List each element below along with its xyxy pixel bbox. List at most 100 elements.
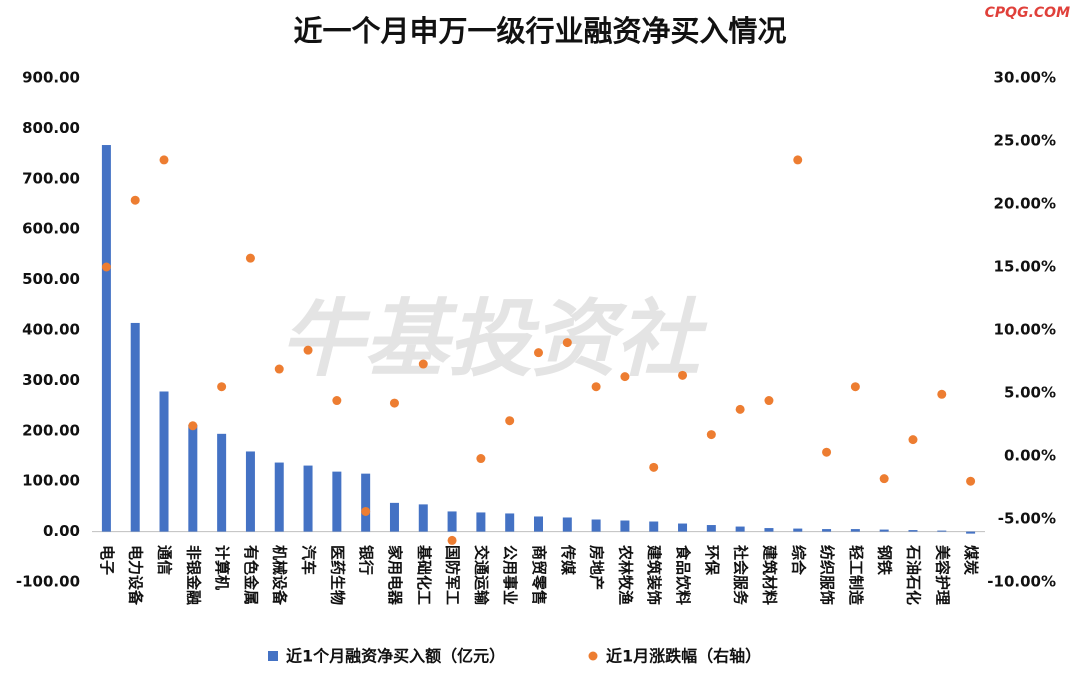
bar [505,513,515,532]
x-tick-label: 有色金属 [242,545,260,605]
bar [678,523,688,532]
bar [303,465,313,532]
y2-tick-label: 5.00% [1004,384,1056,402]
chart-title: 近一个月申万一级行业融资净买入情况 [293,14,786,48]
legend-label: 近1月涨跌幅（右轴） [606,647,761,666]
dot [534,348,543,358]
dot [188,421,198,431]
y-tick-label: -100.00 [16,573,80,591]
x-tick-label: 美容护理 [933,545,951,605]
x-tick-label: 交通运输 [472,545,490,606]
y-tick-label: 300.00 [22,371,80,389]
x-tick-label: 通信 [156,545,174,575]
bar [447,511,457,532]
dot [678,370,688,380]
dot [879,474,889,484]
bar [562,517,572,532]
legend-swatch [268,651,278,661]
bar [937,530,947,532]
y2-tick-label: 30.00% [994,69,1056,87]
bar [735,526,745,532]
x-tick-label: 非银金融 [184,545,202,605]
bar [418,504,428,532]
dot [245,253,255,263]
bar [476,512,486,532]
x-tick-label: 食品饮料 [674,545,692,605]
y-tick-label: 700.00 [22,169,80,187]
bar [245,451,255,532]
dot [735,404,745,414]
x-tick-label: 建筑材料 [760,545,778,605]
x-tick-label: 纺织服饰 [818,545,836,605]
bar [274,462,284,532]
dot [389,398,399,408]
dot [908,435,918,445]
dot [274,364,284,374]
x-tick-label: 农林牧渔 [616,544,634,605]
dot [476,454,486,464]
y2-tick-label: 25.00% [994,132,1056,150]
y-tick-label: 800.00 [22,119,80,137]
x-tick-label: 房地产 [588,545,606,590]
y2-tick-label: 15.00% [994,258,1056,276]
x-tick-label: 钢铁 [876,545,894,575]
bar [966,531,976,534]
dot [418,359,428,369]
dot [764,396,774,406]
x-tick-label: 汽车 [300,545,318,575]
x-tick-label: 家用电器 [386,545,404,606]
x-tick-label: 国防军工 [444,545,462,605]
x-tick-label: 电力设备 [127,545,145,606]
dot [850,382,860,392]
bar [706,525,716,532]
x-tick-label: 综合 [789,545,807,576]
dot [937,389,947,399]
x-tick-label: 计算机 [213,545,231,590]
x-tick-label: 环保 [703,545,721,576]
y-tick-label: 500.00 [22,270,80,288]
x-tick-label: 银行 [357,545,375,575]
dot [649,462,659,472]
bar [764,528,774,532]
x-tick-label: 石油石化 [904,544,922,605]
dot [217,382,227,392]
bar [822,529,832,532]
bar [649,521,659,532]
y2-tick-label: -5.00% [998,510,1056,528]
bar [908,530,918,532]
bar [159,391,169,532]
bar [534,516,543,532]
dot [822,447,832,457]
y-tick-label: 900.00 [22,69,80,87]
dot [562,338,572,348]
x-tick-label: 基础化工 [415,544,433,605]
bar [361,473,371,532]
y-tick-label: 400.00 [22,321,80,339]
dot [130,195,140,205]
dot [505,416,515,426]
dot [620,372,630,382]
x-tick-label: 社会服务 [732,544,750,606]
dot [361,506,371,516]
legend-label: 近1个月融资净买入额（亿元） [286,647,505,666]
y-tick-label: 200.00 [22,421,80,439]
x-tick-label: 传媒 [559,544,577,576]
dot [706,430,716,440]
bar [793,528,803,532]
source: CPQG.COM [985,5,1070,21]
y-tick-label: 600.00 [22,220,80,238]
x-tick-label: 商贸零售 [530,545,548,605]
y2-tick-label: 20.00% [994,195,1056,213]
x-tick-label: 煤炭 [962,545,980,575]
bar [879,529,889,532]
bar [850,529,860,532]
dot [101,262,111,272]
x-tick-label: 轻工制造 [847,545,865,605]
dot [966,476,976,486]
bar [101,145,111,532]
y-tick-label: 0.00 [43,522,80,540]
bar [188,424,198,532]
bar [217,433,227,532]
